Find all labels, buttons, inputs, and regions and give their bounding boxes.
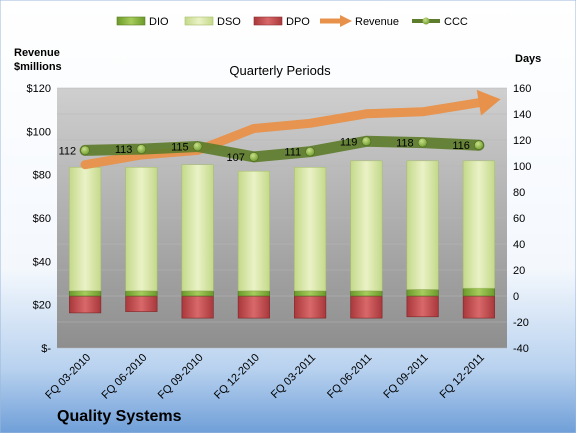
bars-layer xyxy=(69,160,495,319)
ccc-point xyxy=(417,137,428,148)
left-ticks-layer: $- $20 $40 $60 $80 $100 $120 xyxy=(27,83,52,355)
legend-label-ccc: CCC xyxy=(444,16,468,28)
left-tick-label: $100 xyxy=(27,126,51,138)
left-axis-label-line1: Revenue xyxy=(14,47,60,59)
bar-dpo xyxy=(181,295,214,319)
right-tick-label: 160 xyxy=(513,83,531,95)
bar-dio xyxy=(350,290,383,297)
legend-label-revenue: Revenue xyxy=(355,16,399,28)
right-tick-label: 20 xyxy=(513,265,525,277)
ccc-data-label: 119 xyxy=(340,136,358,148)
bar-dpo xyxy=(462,295,495,319)
bar-dpo xyxy=(350,295,383,319)
ccc-point xyxy=(474,140,484,150)
ccc-point xyxy=(80,145,90,156)
bar-dio xyxy=(462,287,495,297)
bar-dio xyxy=(181,290,214,297)
right-ticks-layer: -40 -20 0 20 40 60 80 100 120 140 160 xyxy=(513,83,531,355)
revenue-arrowhead xyxy=(476,89,501,116)
ccc-data-label: 118 xyxy=(396,138,414,150)
revenue-line xyxy=(80,98,484,170)
left-tick-label: $20 xyxy=(33,300,51,312)
legend: DIO DSO DPO Revenue CCC xyxy=(116,15,468,28)
right-tick-label: 100 xyxy=(513,161,531,173)
legend-swatch-dpo xyxy=(253,16,283,26)
revenue-layer xyxy=(80,89,501,170)
right-tick-label: 120 xyxy=(513,135,531,147)
bar-dio xyxy=(69,290,102,297)
bar-dpo xyxy=(237,295,270,319)
right-tick-label: 40 xyxy=(513,239,525,251)
bar-dpo xyxy=(125,295,158,312)
legend-swatch-dio xyxy=(116,16,146,26)
ccc-data-label: 111 xyxy=(284,147,301,159)
ccc-data-label: 115 xyxy=(171,142,189,154)
bar-dso xyxy=(406,160,439,290)
right-tick-label: 0 xyxy=(513,291,519,303)
ccc-layer: 112 113 115 107 111 119 118 116 xyxy=(59,135,485,164)
bar-dpo xyxy=(406,295,439,318)
right-tick-label: -40 xyxy=(513,343,529,355)
legend-swatch-ccc-dot xyxy=(422,17,430,25)
ccc-point xyxy=(136,144,147,154)
ccc-point xyxy=(192,141,203,152)
chart-title: Quarterly Periods xyxy=(229,63,331,78)
bar-dso xyxy=(294,167,327,292)
left-tick-label: $80 xyxy=(33,170,51,182)
bar-dio xyxy=(237,290,270,297)
left-tick-label: $120 xyxy=(27,83,51,95)
right-tick-label: 140 xyxy=(513,109,531,121)
bar-dso xyxy=(350,160,383,292)
legend-label-dio: DIO xyxy=(149,16,169,28)
legend-label-dso: DSO xyxy=(217,16,241,28)
ccc-data-label: 112 xyxy=(59,145,77,157)
bar-dso xyxy=(462,160,495,289)
legend-swatch-revenue-arrow xyxy=(340,15,352,27)
legend-swatch-dso xyxy=(184,16,214,26)
bar-dio xyxy=(125,290,158,297)
ccc-data-label: 116 xyxy=(452,140,470,152)
ccc-line xyxy=(79,135,485,163)
bar-dso xyxy=(125,167,158,292)
bar-dpo xyxy=(294,295,327,319)
right-tick-label: 80 xyxy=(513,187,525,199)
bar-dso xyxy=(237,170,270,292)
ccc-data-label: 113 xyxy=(115,144,133,156)
ccc-data-label: 107 xyxy=(227,152,245,164)
bar-dpo xyxy=(69,295,102,314)
legend-label-dpo: DPO xyxy=(286,16,310,28)
bar-dio xyxy=(406,289,439,297)
right-axis-label: Days xyxy=(515,53,541,65)
bar-dso xyxy=(69,167,102,292)
ccc-point xyxy=(249,152,259,162)
right-tick-label: -20 xyxy=(513,317,529,329)
left-axis-label-line2: $millions xyxy=(14,61,62,73)
bar-dso xyxy=(181,164,214,292)
left-tick-label: $60 xyxy=(33,213,51,225)
company-name: Quality Systems xyxy=(57,408,182,425)
ccc-point xyxy=(305,146,315,157)
right-tick-label: 60 xyxy=(513,213,525,225)
left-tick-label: $- xyxy=(41,343,51,355)
bar-dio xyxy=(294,290,327,297)
ccc-point xyxy=(361,136,372,147)
left-tick-label: $40 xyxy=(33,256,51,268)
